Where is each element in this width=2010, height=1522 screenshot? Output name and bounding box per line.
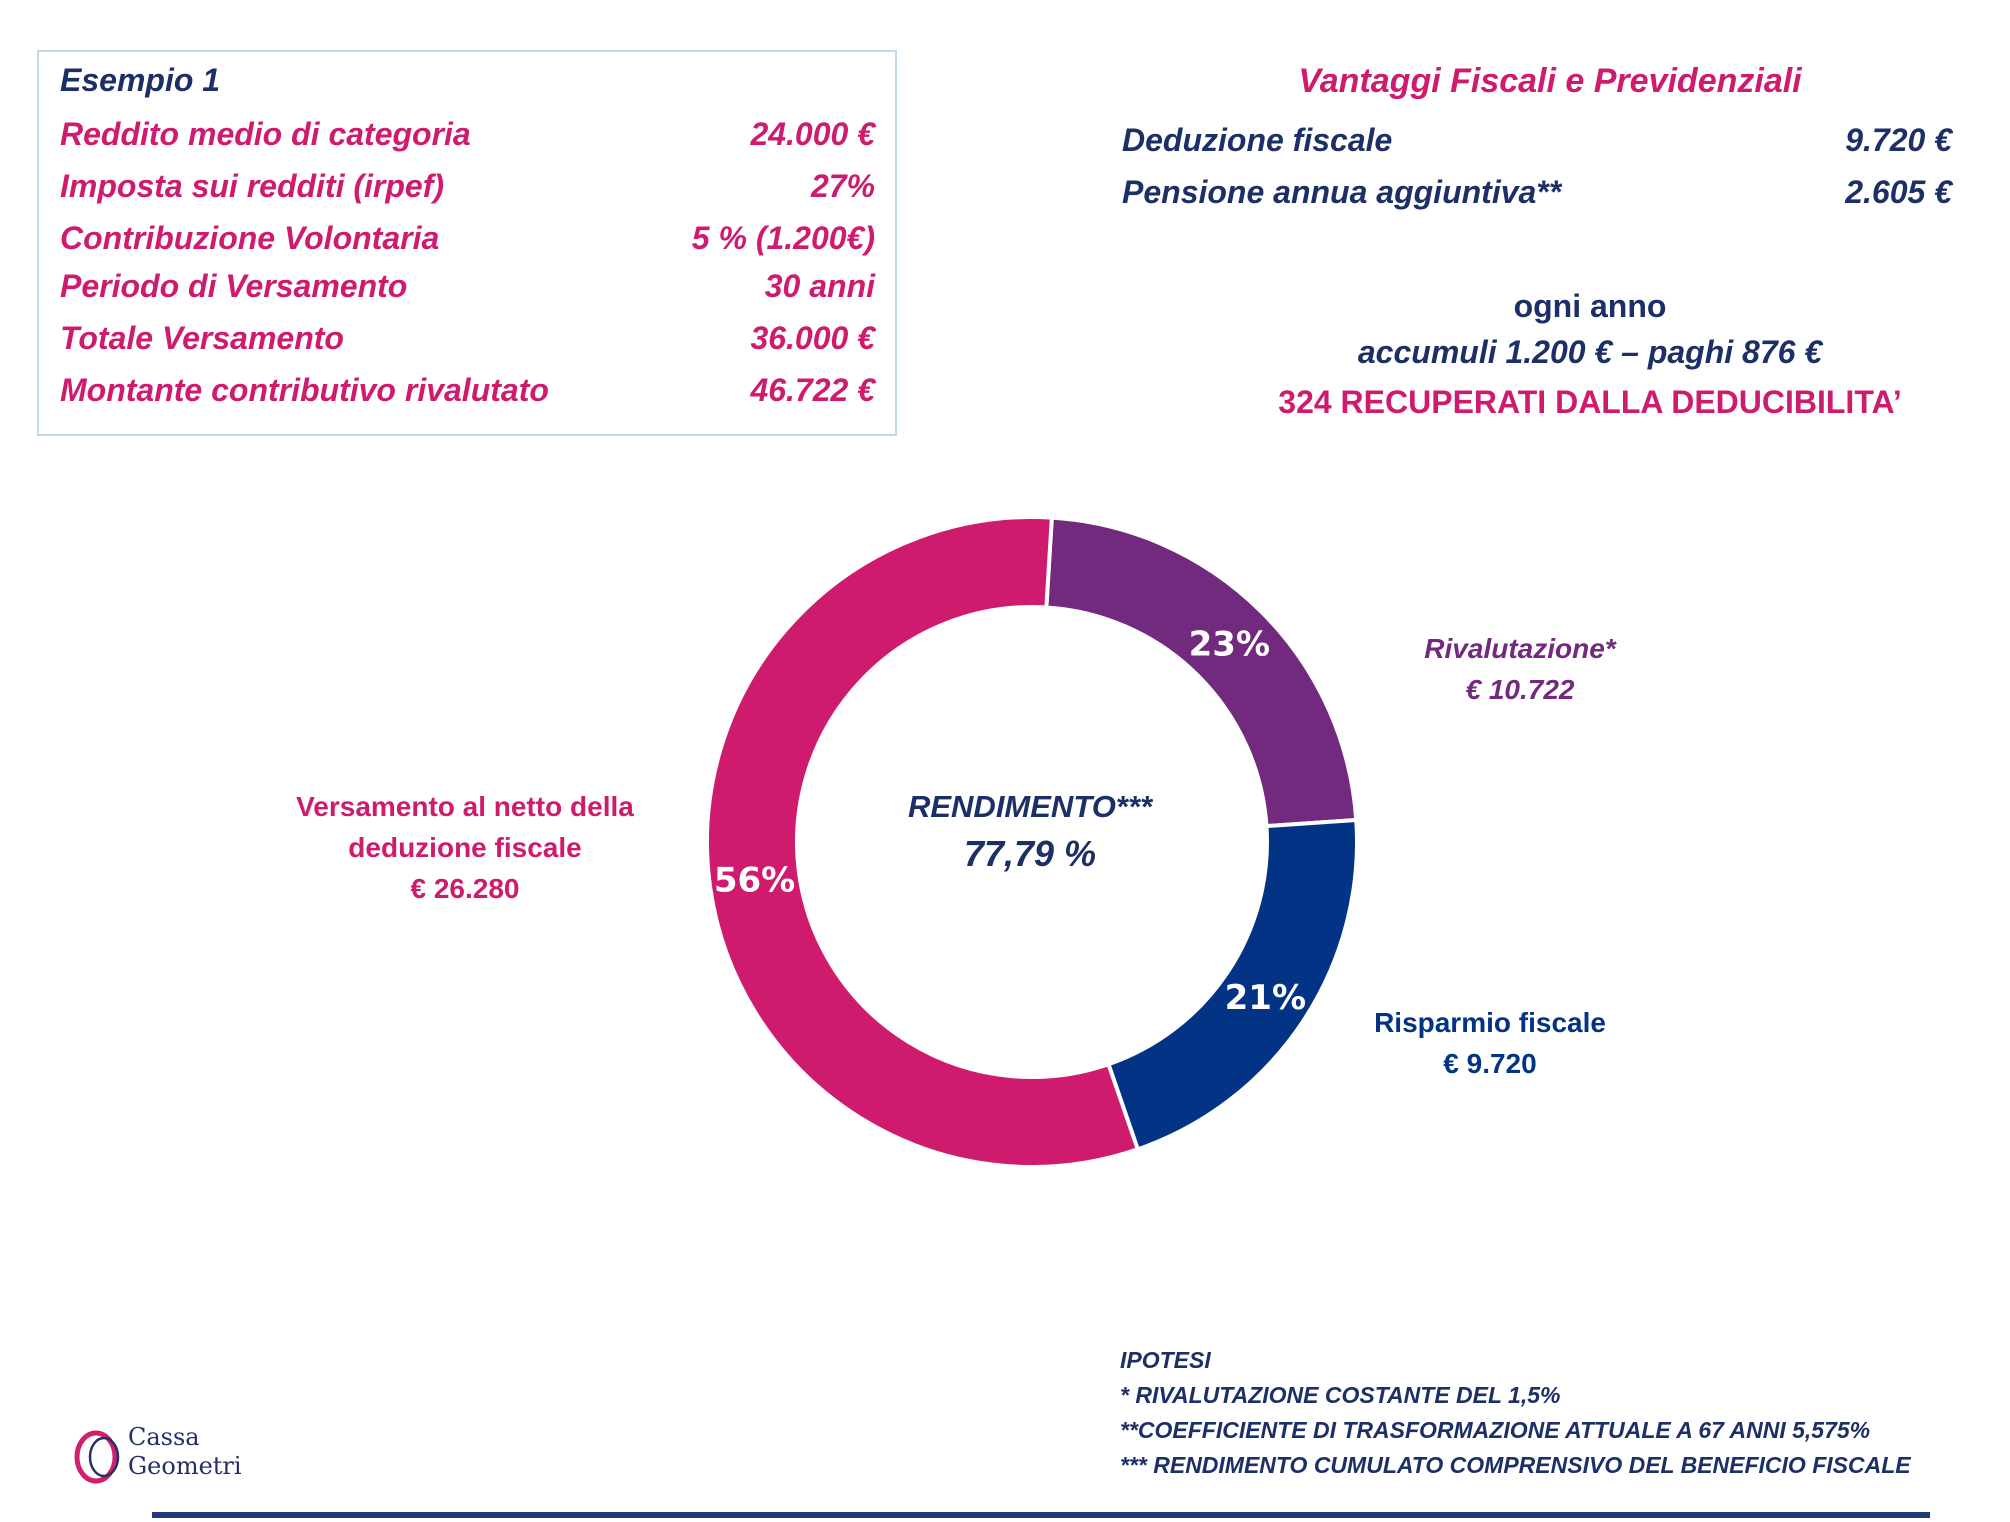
example-row-label: Periodo di Versamento xyxy=(60,268,408,304)
slice-percent-label: 21% xyxy=(1225,978,1306,1018)
example-row-value: 27% xyxy=(810,168,875,204)
example-row: Contribuzione Volontaria 5 % (1.200€) xyxy=(60,220,875,268)
example-row: Reddito medio di categoria 24.000 € xyxy=(60,116,875,164)
slice-label-risparmio: Risparmio fiscale € 9.720 xyxy=(1340,1002,1640,1084)
slice-label-rivalutazione: Rivalutazione* € 10.722 xyxy=(1390,628,1650,710)
donut-slice xyxy=(705,515,1141,1169)
vantaggi-row-value: 2.605 € xyxy=(1845,174,1952,210)
slice-percent-label: 56% xyxy=(714,861,795,901)
example-row: Imposta sui redditi (irpef) 27% xyxy=(60,168,875,216)
slice-label-name: Rivalutazione* xyxy=(1424,633,1616,664)
example-row-label: Reddito medio di categoria xyxy=(60,116,471,152)
slice-label-name-line1: Versamento al netto della xyxy=(296,791,634,822)
vantaggi-row-label: Pensione annua aggiuntiva** xyxy=(1122,174,1562,210)
slice-percent-label: 23% xyxy=(1189,624,1270,664)
cassa-geometri-logo: Cassa Geometri xyxy=(72,1423,292,1489)
donut-center-text: RENDIMENTO*** 77,79 % xyxy=(880,785,1180,879)
example-row-value: 5 % (1.200€) xyxy=(691,220,875,256)
slice-label-amount: € 10.722 xyxy=(1465,674,1575,705)
example-title: Esempio 1 xyxy=(60,62,221,98)
donut-slice xyxy=(1044,515,1359,829)
example-row-label: Montante contributivo rivalutato xyxy=(60,372,549,408)
vantaggi-row: Deduzione fiscale 9.720 € xyxy=(1122,122,1952,170)
center-value: 77,79 % xyxy=(963,833,1097,874)
summary-line-1: ogni anno xyxy=(1513,288,1667,324)
example-row: Montante contributivo rivalutato 46.722 … xyxy=(60,372,875,420)
center-label: RENDIMENTO*** xyxy=(907,789,1153,824)
bottom-rule xyxy=(152,1512,1930,1518)
ipotesi-title: IPOTESI xyxy=(1120,1347,1211,1373)
logo-text-line1: Cassa xyxy=(128,1423,200,1451)
summary-line-3: 324 RECUPERATI DALLA DEDUCIBILITA’ xyxy=(1278,384,1902,420)
example-row: Periodo di Versamento 30 anni xyxy=(60,268,875,316)
example-row-label: Contribuzione Volontaria xyxy=(60,220,440,256)
ipotesi-line: * RIVALUTAZIONE COSTANTE DEL 1,5% xyxy=(1120,1382,1561,1408)
example-row-value: 36.000 € xyxy=(750,320,875,356)
example-row-label: Totale Versamento xyxy=(60,320,344,356)
example-box xyxy=(37,50,897,436)
ipotesi-line: **COEFFICIENTE DI TRASFORMAZIONE ATTUALE… xyxy=(1120,1417,1871,1443)
vantaggi-row-label: Deduzione fiscale xyxy=(1122,122,1393,158)
slice-label-name: Risparmio fiscale xyxy=(1374,1007,1606,1038)
ipotesi-notes: IPOTESI * RIVALUTAZIONE COSTANTE DEL 1,5… xyxy=(1120,1343,1911,1483)
logo-rings-icon xyxy=(74,1430,120,1484)
slice-label-name-line2: deduzione fiscale xyxy=(348,832,582,863)
example-row-value: 30 anni xyxy=(764,268,875,304)
vantaggi-title: Vantaggi Fiscali e Previdenziali xyxy=(1298,62,1802,100)
vantaggi-row: Pensione annua aggiuntiva** 2.605 € xyxy=(1122,174,1952,222)
example-row: Totale Versamento 36.000 € xyxy=(60,320,875,368)
slice-label-versamento: Versamento al netto della deduzione fisc… xyxy=(265,786,665,909)
example-row-label: Imposta sui redditi (irpef) xyxy=(60,168,445,204)
slice-label-amount: € 26.280 xyxy=(410,873,520,904)
vantaggi-row-value: 9.720 € xyxy=(1845,122,1952,158)
summary-line-2: accumuli 1.200 € – paghi 876 € xyxy=(1357,334,1823,370)
ipotesi-line: *** RENDIMENTO CUMULATO COMPRENSIVO DEL … xyxy=(1120,1452,1911,1478)
logo-text-line2: Geometri xyxy=(128,1452,242,1480)
slice-label-amount: € 9.720 xyxy=(1443,1048,1537,1079)
example-row-value: 46.722 € xyxy=(750,372,875,408)
example-row-value: 24.000 € xyxy=(750,116,875,152)
